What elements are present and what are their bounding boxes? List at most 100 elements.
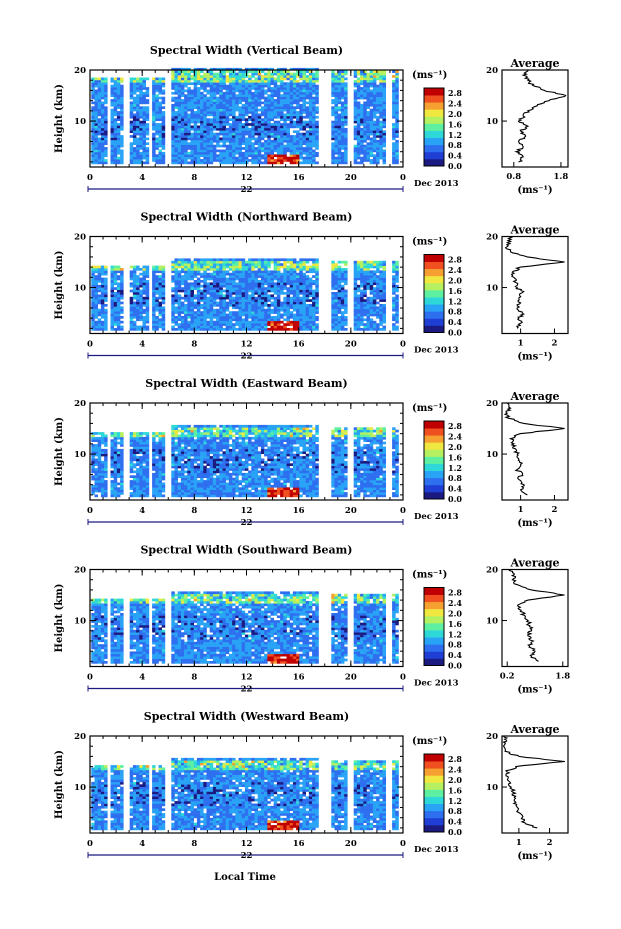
average-x-tick-label: 0.2 (500, 672, 515, 682)
colorbar-tick-label: 0.8 (448, 140, 462, 150)
average-x-unit: (ms⁻¹) (517, 352, 552, 363)
y-axis-label: Height (km) (54, 251, 65, 320)
colorbar-tick-label: 1.6 (448, 452, 462, 462)
y-axis-label: Height (km) (54, 750, 65, 819)
x-axis: 0 4 8 12 16 20 0 22 Dec 2013 (87, 403, 459, 528)
colorbar-tick-label: 0.8 (448, 640, 462, 650)
average-x-unit: (ms⁻¹) (517, 185, 552, 196)
colorbar-tick-label: 2.0 (448, 276, 462, 286)
x-tick-label: 0 (87, 839, 93, 849)
colorbar-tick-label: 2.0 (448, 109, 462, 119)
y-tick-label: 20 (74, 399, 86, 409)
colorbar-tick-label: 0.8 (448, 473, 462, 483)
average-x-tick-label: 1.8 (555, 672, 570, 682)
average-x-unit: (ms⁻¹) (517, 851, 552, 862)
y-tick-label: 20 (74, 233, 86, 243)
colorbar-tick-label: 2.4 (448, 432, 462, 442)
colorbar-tick-label: 0.0 (448, 661, 462, 671)
x-axis: 0 4 8 12 16 20 0 22 Dec 2013 (87, 736, 459, 861)
x-tick-label: 0 (87, 173, 93, 183)
colorbar-tick-label: 2.8 (448, 754, 462, 764)
x-tick-label: 0 (400, 839, 406, 849)
average-x-tick-label: 1 (518, 339, 524, 349)
average-x-unit: (ms⁻¹) (517, 518, 552, 529)
y-axis: 20 10 Height (km) (54, 233, 403, 329)
panel-5: Spectral Width (Westward Beam)2010Height… (54, 710, 569, 862)
colorbar-tick-label: 2.8 (448, 421, 462, 431)
colorbar-tick-label: 0.8 (448, 307, 462, 317)
average-x-tick-label: 1.8 (554, 172, 569, 182)
colorbar-tick-label: 0.8 (448, 806, 462, 816)
average-y-tick-label: 20 (486, 66, 498, 76)
average-frame (501, 69, 569, 168)
average-frame (501, 235, 569, 335)
x-tick-label: 20 (345, 673, 357, 683)
x-tick-label: 16 (293, 506, 305, 516)
colorbar-tick-label: 0.0 (448, 328, 462, 338)
y-tick-label: 20 (74, 66, 86, 76)
x-tick-label: 8 (191, 673, 197, 683)
average-title: Average (509, 57, 559, 70)
x-tick-label: 8 (191, 839, 197, 849)
average-profile-line (502, 735, 565, 829)
x-tick-label: 0 (87, 506, 93, 516)
average-panel: Average 20 10 0.8 1.8(ms⁻¹) (486, 57, 569, 196)
x-tick-label: 16 (293, 673, 305, 683)
x-tick-label: 12 (241, 340, 253, 350)
day-label: 22 (241, 352, 253, 362)
panel-title: Spectral Width (Westward Beam) (144, 710, 349, 723)
x-tick-label: 4 (139, 839, 145, 849)
y-tick-label: 10 (74, 117, 86, 127)
x-tick-label: 12 (241, 839, 253, 849)
y-tick-label: 20 (74, 732, 86, 742)
colorbar-tick-label: 1.6 (448, 286, 462, 296)
average-y-tick-label: 20 (486, 233, 498, 243)
panel-title: Spectral Width (Eastward Beam) (145, 377, 347, 390)
colorbar-unit: (ms⁻¹) (412, 736, 447, 747)
colorbar-tick-label: 1.6 (448, 119, 462, 129)
x-tick-label: 8 (191, 173, 197, 183)
average-title: Average (509, 390, 559, 403)
colorbar-tick-label: 2.0 (448, 609, 462, 619)
panel-4: Spectral Width (Southward Beam) 20 10 Heigh… (54, 544, 570, 696)
average-y-tick-label: 20 (486, 566, 498, 576)
colorbar-tick-label: 2.0 (448, 442, 462, 452)
day-label: 22 (241, 518, 253, 528)
x-axis-label: Local Time (214, 872, 276, 883)
average-y-tick-label: 10 (486, 450, 498, 460)
colorbar-tick-label: 2.4 (448, 265, 462, 275)
month-label: Dec 2013 (414, 845, 459, 855)
colorbar: (ms⁻¹) 0.00.40.81.21.62.02.42.8 (412, 736, 462, 837)
average-y-tick-label: 20 (486, 399, 498, 409)
colorbar-tick-label: 0.4 (448, 484, 462, 494)
average-profile-line (508, 569, 565, 662)
x-axis: 0 4 8 12 16 20 0 22 Dec 2013 (87, 236, 459, 362)
average-panel: Average 20 10 0.2 1.8(ms⁻¹) (486, 557, 570, 696)
colorbar-tick-label: 0.0 (448, 827, 462, 837)
average-frame (501, 568, 569, 668)
colorbar-unit: (ms⁻¹) (412, 403, 447, 414)
colorbar: (ms⁻¹) 0.00.40.81.21.62.02.42.8 (412, 237, 462, 338)
y-tick-label: 10 (74, 284, 86, 294)
average-profile-line (503, 402, 565, 496)
x-tick-label: 0 (400, 173, 406, 183)
colorbar-tick-label: 0.4 (448, 317, 462, 327)
colorbar-tick-label: 1.6 (448, 619, 462, 629)
x-tick-label: 0 (87, 340, 93, 350)
average-x-tick-label: 0.8 (506, 172, 521, 182)
colorbar-tick-label: 1.2 (448, 130, 462, 140)
heatmap-cells (91, 757, 399, 831)
y-axis-label: Height (km) (54, 584, 65, 653)
colorbar-tick-label: 2.8 (448, 255, 462, 265)
day-label: 22 (241, 685, 253, 695)
panel-1: Spectral Width (Vertical Beam) 20 10 Height… (54, 44, 569, 196)
x-tick-label: 12 (241, 673, 253, 683)
colorbar-unit: (ms⁻¹) (412, 570, 447, 581)
colorbar-tick-label: 1.2 (448, 463, 462, 473)
panel-title: Spectral Width (Northward Beam) (141, 211, 353, 224)
day-label: 22 (241, 185, 253, 195)
x-tick-label: 16 (293, 839, 305, 849)
average-x-tick-label: 2 (552, 339, 558, 349)
colorbar-tick-label: 2.4 (448, 765, 462, 775)
